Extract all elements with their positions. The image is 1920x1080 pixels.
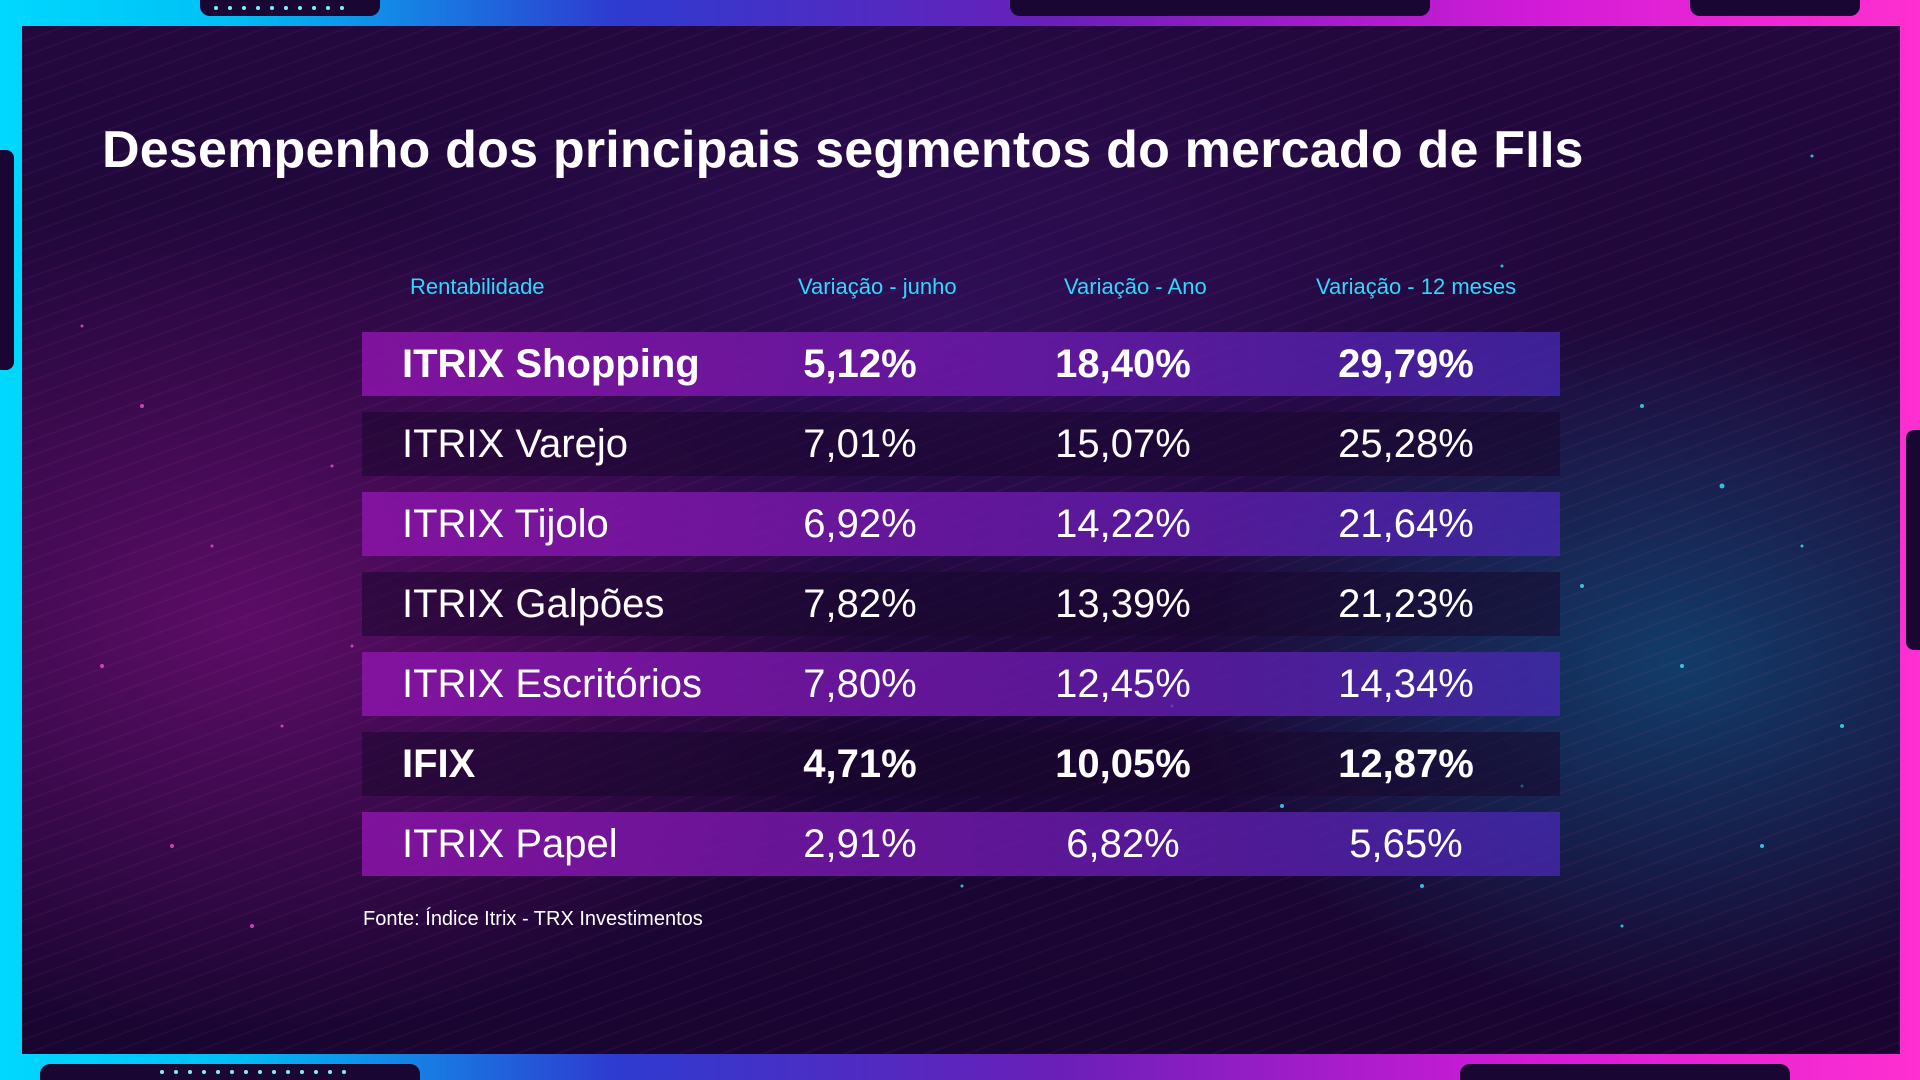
table-row: IFIX 4,71% 10,05% 12,87% — [362, 732, 1560, 796]
row-name: IFIX — [402, 742, 476, 786]
header-variacao-junho: Variação - junho — [798, 274, 957, 299]
background-particles — [80, 154, 1844, 928]
table-row: ITRIX Escritórios 7,80% 12,45% 14,34% — [362, 652, 1560, 716]
table-row: ITRIX Papel 2,91% 6,82% 5,65% — [362, 812, 1560, 876]
row-variacao-12-meses: 14,34% — [1338, 662, 1474, 706]
table-row: ITRIX Tijolo 6,92% 14,22% 21,64% — [362, 492, 1560, 556]
performance-table: Rentabilidade Variação - junho Variação … — [362, 270, 1560, 876]
row-variacao-12-meses: 21,23% — [1338, 582, 1474, 626]
table-row: ITRIX Galpões 7,82% 13,39% 21,23% — [362, 572, 1560, 636]
header-variacao-ano: Variação - Ano — [1064, 274, 1207, 299]
table-row: ITRIX Shopping 5,12% 18,40% 29,79% — [362, 332, 1560, 396]
row-name: ITRIX Shopping — [402, 342, 700, 386]
row-variacao-junho: 7,80% — [803, 662, 917, 706]
frame-notch-top-mid — [1010, 0, 1430, 16]
frame-notch-left — [0, 150, 14, 370]
row-variacao-junho: 2,91% — [803, 822, 917, 866]
row-variacao-junho: 6,92% — [803, 502, 917, 546]
table-row: ITRIX Varejo 7,01% 15,07% 25,28% — [362, 412, 1560, 476]
page-title: Desempenho dos principais segmentos do m… — [102, 121, 1584, 179]
source-note: Fonte: Índice Itrix - TRX Investimentos — [363, 908, 703, 930]
row-name: ITRIX Varejo — [402, 422, 628, 466]
row-variacao-ano: 12,45% — [1055, 662, 1191, 706]
row-variacao-ano: 15,07% — [1055, 422, 1191, 466]
row-variacao-12-meses: 12,87% — [1338, 742, 1474, 786]
row-name: ITRIX Tijolo — [402, 502, 609, 546]
row-variacao-ano: 13,39% — [1055, 582, 1191, 626]
row-variacao-junho: 5,12% — [803, 342, 917, 386]
row-variacao-12-meses: 29,79% — [1338, 342, 1474, 386]
table-header: Rentabilidade Variação - junho Variação … — [362, 270, 1560, 316]
row-variacao-ano: 6,82% — [1066, 822, 1180, 866]
row-variacao-ano: 18,40% — [1055, 342, 1191, 386]
frame-dots-top-left — [214, 6, 344, 10]
row-variacao-12-meses: 25,28% — [1338, 422, 1474, 466]
frame-dots-bottom-left — [160, 1070, 346, 1074]
header-rentabilidade: Rentabilidade — [410, 274, 545, 299]
header-variacao-12-meses: Variação - 12 meses — [1316, 274, 1517, 299]
row-variacao-junho: 7,82% — [803, 582, 917, 626]
frame-notch-top-right — [1690, 0, 1860, 16]
frame-notch-top-left — [200, 0, 380, 16]
row-variacao-12-meses: 5,65% — [1349, 822, 1463, 866]
row-variacao-ano: 10,05% — [1055, 742, 1191, 786]
frame-notch-right — [1906, 430, 1920, 650]
row-variacao-12-meses: 21,64% — [1338, 502, 1474, 546]
row-name: ITRIX Escritórios — [402, 662, 703, 706]
frame-notch-bottom-right — [1460, 1064, 1790, 1080]
row-variacao-junho: 7,01% — [803, 422, 917, 466]
row-variacao-ano: 14,22% — [1055, 502, 1191, 546]
row-name: ITRIX Papel — [402, 822, 618, 866]
row-variacao-junho: 4,71% — [803, 742, 917, 786]
row-name: ITRIX Galpões — [402, 582, 665, 626]
